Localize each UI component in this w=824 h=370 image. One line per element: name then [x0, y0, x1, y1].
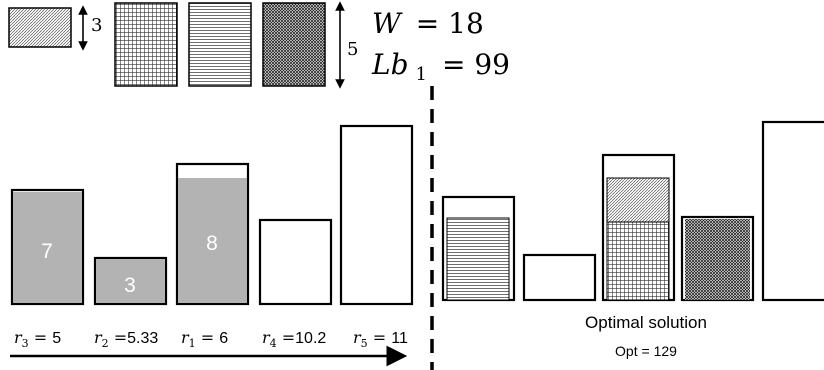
- bin-r3-fill: [13, 192, 82, 303]
- capacity-value: = 18: [416, 7, 484, 40]
- ratio-label-r4: r4 =10.2: [262, 328, 326, 350]
- opt-bin-3-item-grid-hatch: [606, 221, 670, 301]
- ratio-labels: r3 = 5 r2 =5.33 r1 = 6 r4 =10.2 r5 = 11: [14, 328, 408, 350]
- height-3-label: 3: [91, 15, 102, 36]
- ratio-label-r2: r2 =5.33: [94, 328, 158, 350]
- ratio-label-r5: r5 = 11: [353, 328, 408, 350]
- capacity-equation: W = 18: [372, 7, 484, 40]
- bin-r2-fill-label: 3: [124, 274, 136, 297]
- opt-bin-2: [522, 253, 597, 302]
- optimal-value-label: Opt = 129: [615, 343, 677, 359]
- opt-bin-4-item-crosshatch: [685, 219, 750, 300]
- lower-bound-value: = 99: [442, 48, 510, 81]
- height-5-label: 5: [347, 39, 358, 60]
- bin-r1-fill-label: 8: [206, 232, 218, 255]
- lower-bound-equation: Lb 1 = 99: [371, 48, 510, 87]
- bin-r2-fill: [96, 259, 165, 303]
- bin-r4: [258, 218, 333, 306]
- optimal-solution-caption: Optimal solution: [585, 313, 707, 332]
- item-legend: 3 5 W = 18 Lb 1 = 99: [8, 1, 510, 89]
- bin-r1-fill: [178, 178, 247, 303]
- item-horizontal-hatch: [188, 2, 252, 87]
- lower-bound-symbol: Lb: [371, 48, 409, 81]
- opt-bin-1-item-horizontal-hatch: [446, 217, 510, 301]
- bin-r3-fill-label: 7: [41, 240, 53, 263]
- opt-bin-5: [761, 120, 824, 302]
- bin-r5: [339, 124, 414, 306]
- optimal-bins: [441, 120, 824, 302]
- ratio-label-r1: r1 = 6: [181, 328, 228, 350]
- item-crosshatch: [262, 2, 326, 87]
- ratio-label-r3: r3 = 5: [14, 328, 61, 350]
- item-grid-hatch: [114, 2, 178, 87]
- lower-bound-subscript: 1: [416, 64, 427, 85]
- sorted-bins: 7 3 8: [10, 124, 414, 306]
- capacity-symbol: W: [372, 7, 403, 40]
- opt-bin-3-item-diagonal-hatch: [606, 177, 670, 223]
- item-diagonal-hatch: [8, 7, 72, 48]
